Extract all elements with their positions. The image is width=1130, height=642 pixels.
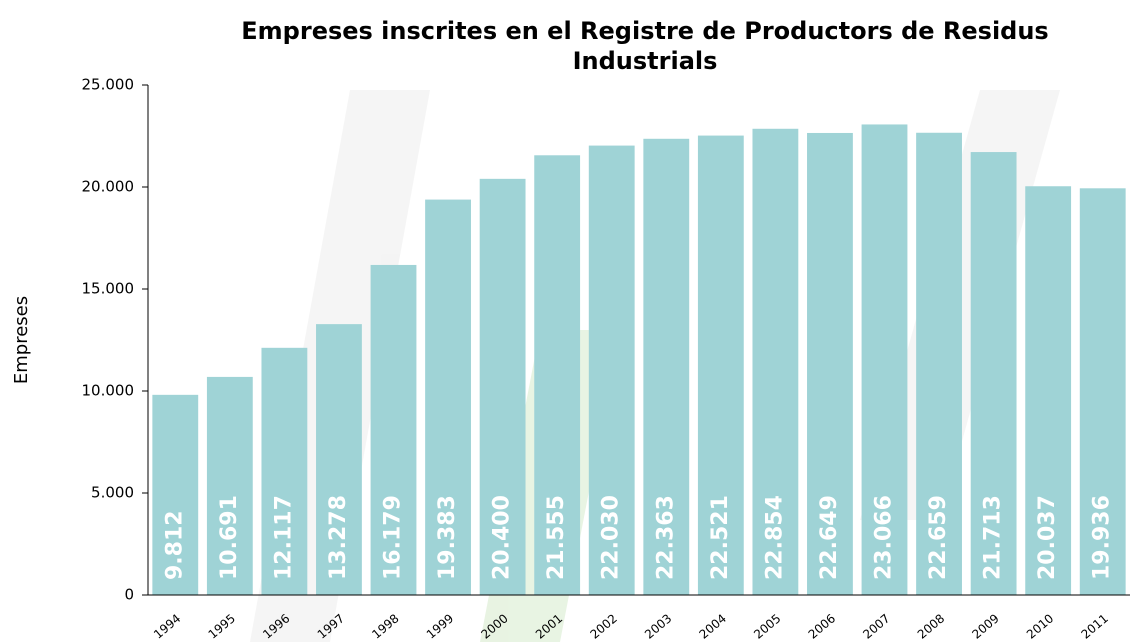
bar xyxy=(970,152,1017,595)
bar xyxy=(697,135,744,595)
x-tick-label: 2003 xyxy=(642,611,674,641)
bar xyxy=(1079,188,1126,595)
x-tick-label: 2002 xyxy=(588,611,620,641)
bar xyxy=(316,324,362,595)
x-tick-label: 2004 xyxy=(697,611,729,641)
x-tick-label: 1994 xyxy=(151,611,183,641)
bar xyxy=(1025,186,1072,596)
x-tick-label: 2008 xyxy=(915,611,947,641)
value-label: 20.400 xyxy=(490,495,515,580)
y-tick-label: 0 xyxy=(124,586,134,604)
value-label: 20.037 xyxy=(1035,495,1060,580)
x-tick-label: 2005 xyxy=(751,611,783,641)
value-label: 21.713 xyxy=(981,495,1006,580)
y-tick-label: 15.000 xyxy=(82,280,135,298)
bar xyxy=(152,394,199,595)
bar xyxy=(261,347,308,595)
y-tick-label: 20.000 xyxy=(82,178,135,196)
bar xyxy=(588,145,635,595)
value-label: 22.030 xyxy=(599,495,624,580)
x-tick-label: 2010 xyxy=(1024,611,1056,641)
x-tick-label: 2006 xyxy=(806,611,838,641)
bar xyxy=(752,128,799,596)
value-label: 22.521 xyxy=(708,495,733,580)
value-label: 22.854 xyxy=(762,495,787,580)
y-tick-label: 5.000 xyxy=(91,484,134,502)
value-label: 19.936 xyxy=(1090,495,1115,580)
value-label: 16.179 xyxy=(381,495,406,580)
x-tick-label: 2009 xyxy=(969,611,1001,641)
x-tick-label: 1999 xyxy=(424,611,456,641)
bar xyxy=(861,124,908,595)
bar xyxy=(479,178,526,595)
bar xyxy=(643,138,690,595)
value-label: 22.659 xyxy=(926,495,951,580)
y-tick-label: 10.000 xyxy=(82,382,135,400)
value-label: 22.649 xyxy=(817,495,842,580)
chart-title: Empreses inscrites en el Registre de Pro… xyxy=(241,17,1049,75)
value-label: 21.555 xyxy=(544,495,569,580)
value-label: 22.363 xyxy=(653,495,678,580)
bar xyxy=(425,199,471,596)
y-tick-label: 25.000 xyxy=(82,76,135,94)
bar xyxy=(370,264,417,595)
value-label: 10.691 xyxy=(217,495,242,580)
x-tick-label: 1995 xyxy=(206,611,238,641)
bar xyxy=(807,132,853,596)
value-label: 9.812 xyxy=(162,510,187,580)
value-label: 19.383 xyxy=(435,495,460,580)
value-label: 12.117 xyxy=(271,495,296,580)
bar xyxy=(534,155,581,595)
x-tick-label: 1998 xyxy=(369,611,401,641)
value-label: 13.278 xyxy=(326,495,351,580)
y-axis-label: Empreses xyxy=(11,296,32,384)
value-label: 23.066 xyxy=(872,495,897,580)
x-tick-label: 2007 xyxy=(860,611,892,641)
bar xyxy=(916,132,962,595)
x-tick-label: 2011 xyxy=(1079,611,1111,641)
bar xyxy=(206,376,253,595)
